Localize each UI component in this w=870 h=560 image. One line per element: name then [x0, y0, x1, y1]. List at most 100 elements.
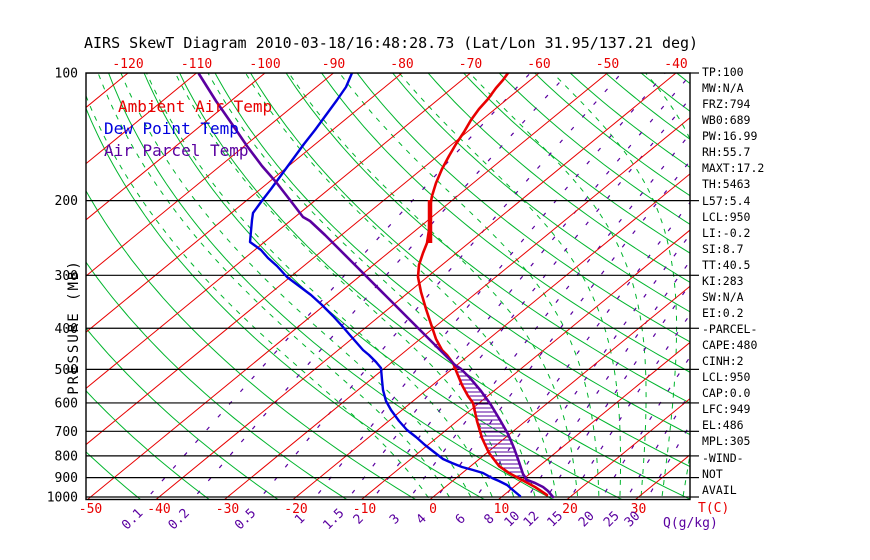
- stat-line: MW:N/A: [702, 81, 744, 96]
- dry-adiabat-line: [604, 73, 690, 140]
- dry-adiabat-line: [143, 73, 624, 500]
- stat-line: TP:100: [702, 65, 744, 79]
- moist-adiabat-line: [288, 73, 579, 500]
- parcel-curve: [197, 73, 555, 499]
- dry-adiabat-line: [108, 73, 555, 500]
- dry-adiabat-line: [285, 73, 690, 404]
- stat-line: FRZ:794: [702, 97, 751, 112]
- dry-adiabat-line: [498, 73, 690, 225]
- isotherm-line: [361, 229, 690, 500]
- legend-dew-point: Dew Point Temp: [104, 119, 239, 138]
- moist-adiabat-line: [398, 73, 621, 500]
- stat-line: AVAIL: [702, 482, 737, 497]
- pressure-tick-label: 400: [55, 322, 78, 337]
- stat-line: LI:-0.2: [702, 225, 751, 240]
- stat-line: KI:283: [702, 273, 744, 288]
- dry-adiabat-line: [569, 73, 690, 169]
- dry-adiabat-line: [86, 107, 486, 500]
- mixing-ratio-line: [258, 73, 623, 500]
- pressure-tick-label: 1000: [47, 491, 78, 506]
- isotherm-line: [498, 341, 690, 500]
- mixing-ratio-tick-label: 0.1: [119, 506, 146, 533]
- bottom-temp-label: -40: [147, 502, 170, 517]
- stat-line: EI:0.2: [702, 305, 744, 320]
- mixing-ratio-tick-label: 6: [453, 511, 469, 527]
- dry-adiabat-line: [214, 73, 690, 468]
- top-temp-label: -110: [181, 57, 212, 72]
- moist-adiabat-line: [469, 73, 647, 500]
- mixing-ratio-line: [191, 73, 569, 500]
- mixing-ratio-line: [434, 160, 690, 500]
- mixing-ratio-line: [312, 73, 666, 500]
- dry-adiabat-line: [86, 189, 417, 500]
- bottom-temp-label: -10: [353, 502, 376, 517]
- mixing-ratio-line: [645, 423, 690, 500]
- pressure-tick-label: 500: [55, 363, 78, 378]
- bottom-temp-label: -30: [216, 502, 239, 517]
- isotherm-line: [292, 173, 690, 500]
- stat-line: RH:55.7: [702, 145, 751, 160]
- pressure-tick-label: 600: [55, 396, 78, 411]
- mixing-ratio-tick-label: 12: [521, 509, 543, 531]
- isotherm-line: [429, 285, 690, 500]
- top-temp-label: -90: [322, 57, 345, 72]
- stat-line: -WIND-: [702, 450, 744, 465]
- bottom-temp-label: -50: [79, 502, 102, 517]
- isotherm-line: [87, 73, 608, 500]
- bottom-temp-label: 0: [429, 502, 437, 517]
- mixing-ratio-line: [544, 283, 690, 500]
- plot-frame: [85, 72, 691, 501]
- stat-line: TT:40.5: [702, 257, 751, 272]
- bottom-temp-label: 10: [494, 502, 510, 517]
- stat-line: TH:5463: [702, 177, 751, 192]
- pressure-tick-label: 900: [55, 471, 78, 486]
- dry-adiabat-line: [320, 73, 690, 373]
- dry-adiabat-line: [427, 73, 690, 283]
- mixing-axis-unit-label: Q(g/kg): [663, 516, 718, 531]
- stat-line: CINH:2: [702, 354, 744, 369]
- stat-line: MAXT:17.2: [702, 161, 765, 176]
- top-temp-label: -60: [527, 57, 550, 72]
- moist-adiabat-line: [145, 73, 494, 500]
- moist-adiabat-line: [207, 73, 537, 500]
- isotherm-line: [566, 397, 690, 500]
- isotherm-line: [86, 73, 471, 390]
- stat-line: EL:486: [702, 418, 744, 433]
- isotherm-line: [155, 73, 677, 500]
- pressure-axis-label: PRESSURE (MB): [66, 259, 82, 395]
- mixing-ratio-tick-label: 1.5: [320, 506, 347, 533]
- pressure-tick-label: 300: [55, 269, 78, 284]
- stat-line: CAP:0.0: [702, 386, 751, 401]
- moist-adiabat-line: [97, 73, 452, 500]
- mixing-ratio-line: [502, 233, 690, 500]
- isotherm-line: [86, 73, 403, 333]
- stat-line: SI:8.7: [702, 241, 744, 256]
- dry-adiabat-line: [675, 73, 690, 85]
- grid-layer: [86, 73, 690, 500]
- dry-adiabat-line: [86, 261, 348, 500]
- isotherm-line: [86, 73, 540, 446]
- top-temp-label: -50: [596, 57, 619, 72]
- bottom-temp-label: -20: [284, 502, 307, 517]
- mixing-ratio-tick-label: 20: [576, 509, 598, 531]
- stat-line: NOT: [702, 466, 723, 481]
- dry-adiabat-line: [392, 73, 690, 313]
- stat-line: SW:N/A: [702, 289, 744, 304]
- mixing-ratio-line: [525, 260, 690, 500]
- mixing-ratio-line: [568, 313, 690, 500]
- chart-title: AIRS SkewT Diagram 2010-03-18/16:48:28.7…: [84, 34, 699, 52]
- stat-line: LCL:950: [702, 209, 751, 224]
- stat-line: CAPE:480: [702, 338, 758, 353]
- top-temp-label: -40: [664, 57, 687, 72]
- mixing-ratio-line: [145, 73, 532, 500]
- temp-axis-unit-label: T(C): [698, 501, 729, 516]
- pressure-tick-label: 200: [55, 194, 78, 209]
- mixing-ratio-line: [600, 355, 690, 500]
- legend-ambient-temp: Ambient Air Temp: [118, 97, 273, 116]
- moist-adiabat-line: [120, 73, 473, 500]
- pressure-tick-label: 700: [55, 425, 78, 440]
- stat-line: PW:16.99: [702, 129, 758, 144]
- isotherm-line: [86, 73, 197, 165]
- top-temp-label: -70: [459, 57, 482, 72]
